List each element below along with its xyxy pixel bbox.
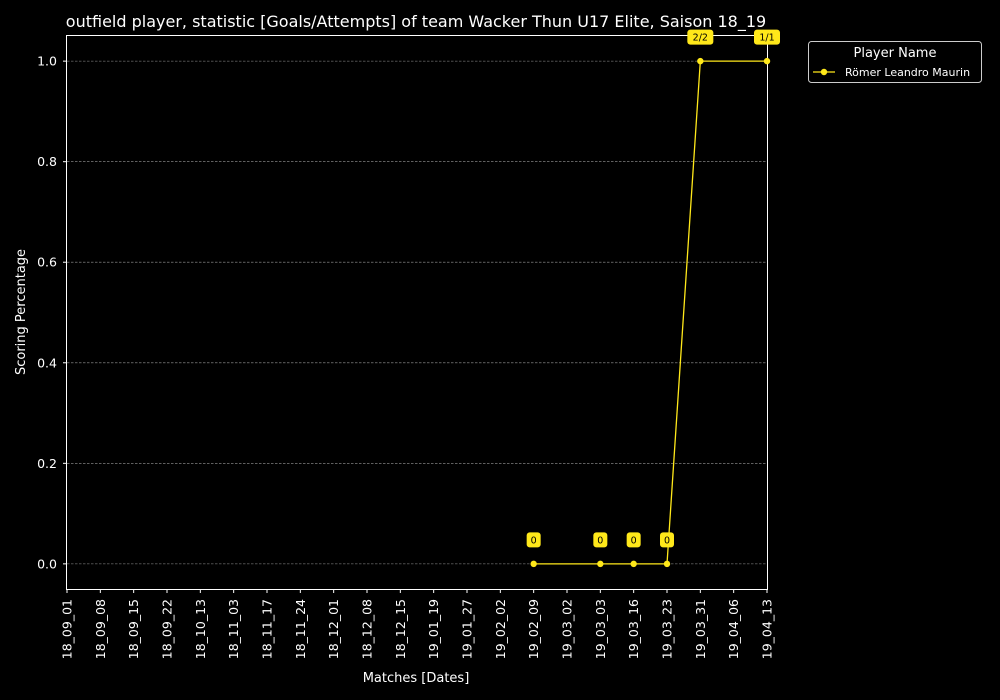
- data-label-box: [626, 532, 641, 548]
- data-point: [597, 560, 604, 568]
- x-tick-label: 19_04_06: [726, 599, 741, 659]
- data-label-box: [687, 29, 714, 45]
- legend-title: Player Name: [854, 46, 937, 61]
- x-tick-label: 18_12_15: [393, 599, 408, 659]
- data-label: 0: [631, 535, 637, 546]
- data-point: [630, 560, 637, 568]
- x-tick-label: 18_09_15: [126, 599, 141, 659]
- data-label-box: [526, 532, 541, 548]
- x-tick-label: 18_09_01: [60, 599, 75, 659]
- x-tick-label: 19_03_31: [693, 599, 708, 659]
- legend-box: [808, 41, 982, 83]
- x-tick-label: 19_01_27: [460, 599, 475, 659]
- y-tick-label: 1.0: [37, 54, 57, 69]
- x-axis: 18_09_01 18_09_08 18_09_15 18_09_22 18_10_13…: [60, 589, 775, 659]
- y-tick-label: 0.0: [37, 556, 57, 571]
- y-axis: 0.0 0.2 0.4 0.6 0.8 1.0: [37, 54, 67, 571]
- data-label: 0: [664, 535, 670, 546]
- x-tick-label: 19_04_13: [760, 599, 775, 659]
- data-labels: 0 0 0 0 2/2 1/1: [526, 29, 780, 548]
- legend-series-marker: [820, 68, 828, 76]
- data-point: [530, 560, 537, 568]
- y-tick-label: 0.6: [37, 255, 57, 270]
- plot-area-frame: [66, 35, 768, 590]
- x-axis-label: Matches [Dates]: [363, 671, 470, 686]
- data-label: 1/1: [759, 33, 774, 44]
- data-label: 0: [597, 535, 603, 546]
- data-point: [763, 57, 771, 65]
- data-label-box: [593, 532, 608, 548]
- data-point: [663, 560, 671, 568]
- x-tick-label: 18_12_01: [326, 599, 341, 659]
- data-label-box: [660, 532, 674, 548]
- x-tick-label: 18_11_17: [260, 599, 275, 659]
- y-tick-label: 0.8: [37, 154, 57, 169]
- series-group: [530, 57, 771, 568]
- y-tick-label: 0.4: [37, 355, 57, 370]
- data-label-box: [754, 29, 780, 45]
- x-tick-label: 19_03_23: [660, 599, 675, 659]
- x-tick-label: 18_10_13: [193, 599, 208, 659]
- x-tick-label: 19_03_16: [626, 599, 641, 659]
- legend-entry-label: Römer Leandro Maurin: [845, 66, 970, 79]
- data-label: 0: [531, 535, 537, 546]
- x-tick-label: 19_02_09: [526, 599, 541, 659]
- x-tick-label: 18_11_24: [293, 599, 308, 659]
- x-tick-label: 18_12_08: [360, 599, 375, 659]
- chart-title: outfield player, statistic [Goals/Attemp…: [66, 12, 766, 32]
- x-tick-label: 19_02_02: [493, 599, 508, 659]
- grid-lines: [67, 60, 767, 565]
- series-line: [533, 60, 767, 565]
- x-tick-label: 18_11_03: [226, 599, 241, 659]
- data-point: [697, 57, 704, 65]
- x-tick-label: 18_09_08: [93, 599, 108, 659]
- y-axis-label: Scoring Percentage: [14, 249, 29, 375]
- data-label: 2/2: [693, 33, 708, 44]
- x-tick-label: 19_03_03: [593, 599, 608, 659]
- x-tick-label: 19_03_02: [560, 599, 575, 659]
- x-tick-label: 18_09_22: [160, 599, 175, 659]
- x-tick-label: 19_01_19: [426, 599, 441, 659]
- y-tick-label: 0.2: [37, 456, 57, 471]
- legend: Player Name Römer Leandro Maurin: [808, 41, 982, 83]
